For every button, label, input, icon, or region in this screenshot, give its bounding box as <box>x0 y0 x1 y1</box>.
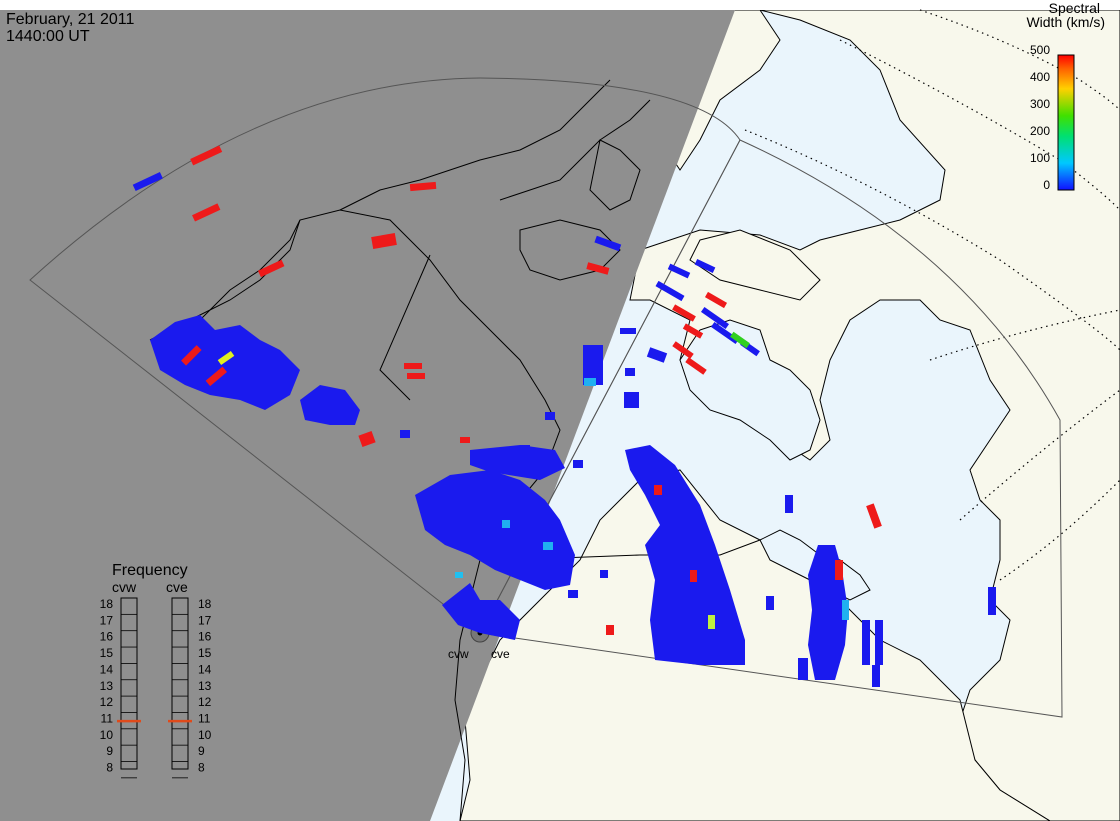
freq-level-right: 12 <box>198 695 212 709</box>
cvw-freq-scale <box>120 597 138 770</box>
freq-level-left: 17 <box>100 613 114 627</box>
border-alaska <box>379 254 431 401</box>
frequency-title: Frequency <box>112 562 188 579</box>
freq-level-left: 10 <box>100 728 114 742</box>
night-region <box>0 10 735 821</box>
lat-grid <box>744 9 1120 581</box>
frequency-right-label: cve <box>166 579 188 595</box>
freq-level-right: 9 <box>198 744 205 758</box>
scatter-high-width <box>181 145 882 635</box>
colorbar-gradient <box>1057 54 1075 191</box>
cb-tick-0: 0 <box>1043 178 1050 192</box>
freq-level-right: 11 <box>198 711 211 725</box>
colorbar-title-2: Width (km/s) <box>1026 14 1105 30</box>
freq-level-left: 18 <box>100 597 114 611</box>
freq-level-left: 8 <box>106 761 113 775</box>
cvw-site-label: cvw <box>448 647 469 661</box>
freq-level-right: 17 <box>198 613 212 627</box>
freq-level-left: 11 <box>101 711 114 725</box>
cve-site-label: cve <box>491 647 510 661</box>
cb-tick-300: 300 <box>1030 97 1050 111</box>
scatter-mid-width <box>217 331 849 629</box>
frequency-left-label: cvw <box>112 579 137 595</box>
cb-tick-100: 100 <box>1030 151 1050 165</box>
freq-level-left: 16 <box>100 630 114 644</box>
freq-level-right: 8 <box>198 761 205 775</box>
freq-level-left: 14 <box>100 662 114 676</box>
cb-tick-500: 500 <box>1030 43 1050 57</box>
freq-level-left: 15 <box>100 646 114 660</box>
freq-level-right: 18 <box>198 597 212 611</box>
frequency-legend: Frequency cvw cve 18 18 17 17 16 16 15 15 14 14 13… <box>100 562 212 779</box>
header: February, 21 2011 1440:00 UT <box>6 11 134 45</box>
freq-level-right: 15 <box>198 646 212 660</box>
freq-level-right: 16 <box>198 630 212 644</box>
cb-tick-400: 400 <box>1030 70 1050 84</box>
freq-level-left: 9 <box>106 744 113 758</box>
cve-freq-scale <box>171 597 189 770</box>
hudson-bay <box>679 319 821 461</box>
freq-level-right: 10 <box>198 728 212 742</box>
freq-level-left: 12 <box>100 695 114 709</box>
time-label: 1440:00 UT <box>6 28 90 45</box>
date-label: February, 21 2011 <box>6 11 134 28</box>
freq-level-right: 13 <box>198 679 212 693</box>
map-background <box>0 10 1120 821</box>
freq-level-left: 13 <box>100 679 114 693</box>
frequency-rows: 18 18 17 17 16 16 15 15 14 14 13 13 12 12 11 11 10 10 9 9 8 8 <box>100 597 212 779</box>
freq-level-right: 14 <box>198 662 212 676</box>
colorbar: Spectral Width (km/s) 500 400 300 200 10… <box>1026 0 1105 192</box>
cb-tick-200: 200 <box>1030 124 1050 138</box>
scatter-cvw <box>132 172 622 640</box>
colorbar-title-1: Spectral <box>1049 0 1100 16</box>
radar-fov <box>29 77 1063 718</box>
